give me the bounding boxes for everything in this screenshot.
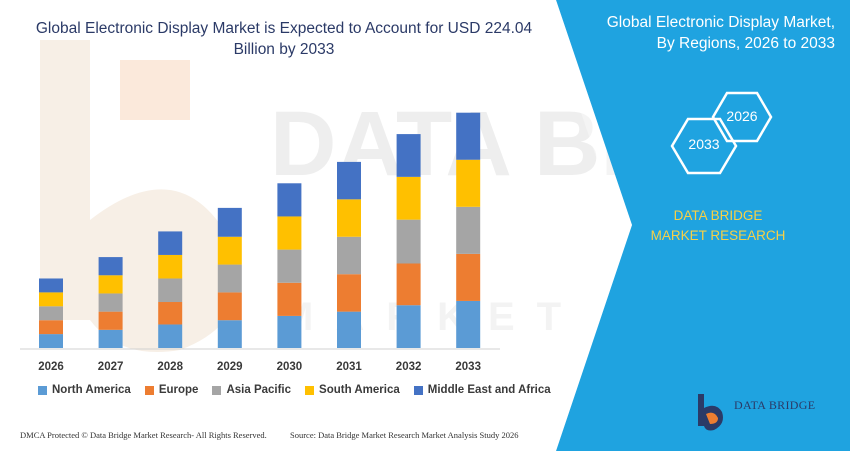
bar-segment-asia-pacific-2030 — [277, 249, 302, 283]
bars-group — [39, 112, 481, 348]
bar-segment-north-america-2028 — [158, 324, 183, 348]
hex-label-start-year: 2026 — [726, 108, 758, 124]
legend-swatch — [38, 385, 47, 395]
bar-segment-middle-east-and-africa-2029 — [217, 207, 242, 237]
legend-label: Asia Pacific — [226, 384, 292, 396]
chart-title: Global Electronic Display Market is Expe… — [35, 20, 533, 58]
bar-segment-europe-2032 — [396, 263, 421, 306]
bar-segment-middle-east-and-africa-2027 — [98, 257, 123, 276]
legend-swatch — [212, 385, 222, 395]
hex-label-end-year: 2033 — [688, 136, 720, 152]
x-tick-label: 2030 — [277, 361, 303, 373]
bar-segment-north-america-2027 — [98, 329, 123, 348]
bar-segment-north-america-2029 — [217, 320, 242, 348]
bar-segment-middle-east-and-africa-2026 — [39, 278, 63, 293]
legend-item-north-america: North America — [38, 384, 131, 396]
bar-segment-asia-pacific-2031 — [337, 236, 361, 275]
x-tick-label: 2027 — [98, 361, 124, 373]
bar-segment-south-america-2028 — [158, 254, 183, 279]
x-tick-label: 2032 — [396, 361, 422, 373]
bar-segment-asia-pacific-2028 — [158, 278, 183, 303]
bar-segment-asia-pacific-2033 — [456, 206, 481, 254]
panel-title: Global Electronic Display Market, By Reg… — [606, 14, 835, 52]
bar-segment-asia-pacific-2026 — [39, 306, 63, 321]
bar-segment-europe-2026 — [39, 320, 63, 335]
logo-icon — [698, 394, 723, 431]
bar-segment-middle-east-and-africa-2030 — [277, 183, 302, 217]
x-tick-label: 2031 — [336, 361, 362, 373]
legend-item-europe: Europe — [144, 384, 199, 396]
bar-segment-middle-east-and-africa-2028 — [158, 231, 183, 255]
source-note: Source: Data Bridge Market Research Mark… — [290, 430, 519, 440]
legend-label: South America — [319, 384, 400, 396]
legend-item-asia-pacific: Asia Pacific — [212, 384, 291, 396]
legend-item-south-america: South America — [305, 384, 400, 396]
bar-segment-north-america-2033 — [456, 300, 481, 348]
bar-segment-middle-east-and-africa-2032 — [396, 134, 421, 177]
x-tick-label: 2033 — [455, 361, 481, 373]
x-tick-label: 2029 — [217, 361, 243, 373]
bar-segment-south-america-2026 — [39, 292, 63, 307]
bar-segment-north-america-2030 — [277, 315, 302, 348]
bar-segment-asia-pacific-2032 — [396, 219, 421, 264]
legend-label: North America — [52, 384, 131, 396]
x-tick-labels: 2026 2027 2028 2029 2030 2031 2032 2033 — [38, 361, 481, 373]
brand-name: DATA BRIDGE MARKET RESEARCH — [650, 208, 786, 243]
bar-segment-south-america-2029 — [217, 236, 242, 265]
x-tick-label: 2026 — [38, 361, 64, 373]
bar-segment-south-america-2031 — [337, 199, 361, 237]
bar-segment-europe-2030 — [277, 282, 302, 316]
legend-label: Middle East and Africa — [427, 384, 551, 396]
bar-segment-asia-pacific-2029 — [217, 264, 242, 293]
bar-segment-europe-2028 — [158, 302, 183, 325]
stacked-bar-chart: 2026 2027 2028 2029 2030 2031 2032 2033 — [20, 112, 500, 373]
bar-segment-asia-pacific-2027 — [98, 293, 123, 312]
legend-label: Europe — [158, 384, 199, 396]
legend-item-middle-east-africa: Middle East and Africa — [413, 384, 551, 396]
bar-segment-south-america-2030 — [277, 216, 302, 250]
bar-segment-middle-east-and-africa-2031 — [337, 161, 361, 200]
x-tick-label: 2028 — [157, 361, 183, 373]
logo-wordmark: DATA BRIDGE — [734, 398, 816, 412]
bar-segment-north-america-2032 — [396, 305, 421, 348]
bar-segment-north-america-2031 — [337, 311, 361, 348]
bar-segment-europe-2027 — [98, 311, 123, 330]
hexagon-icons — [670, 91, 773, 175]
bar-segment-europe-2031 — [337, 274, 361, 312]
legend-swatch — [144, 385, 154, 395]
bar-segment-south-america-2033 — [456, 159, 481, 207]
chart-legend: North America Europe Asia Pacific South … — [38, 384, 551, 396]
bar-segment-europe-2029 — [217, 292, 242, 321]
bar-segment-south-america-2027 — [98, 275, 123, 294]
legend-swatch — [305, 385, 315, 395]
copyright-notice: DMCA Protected © Data Bridge Market Rese… — [20, 430, 267, 440]
bar-segment-europe-2033 — [456, 253, 481, 301]
legend-swatch — [413, 385, 423, 395]
bar-segment-south-america-2032 — [396, 176, 421, 220]
bar-segment-north-america-2026 — [39, 334, 63, 348]
bar-segment-middle-east-and-africa-2033 — [456, 112, 481, 160]
